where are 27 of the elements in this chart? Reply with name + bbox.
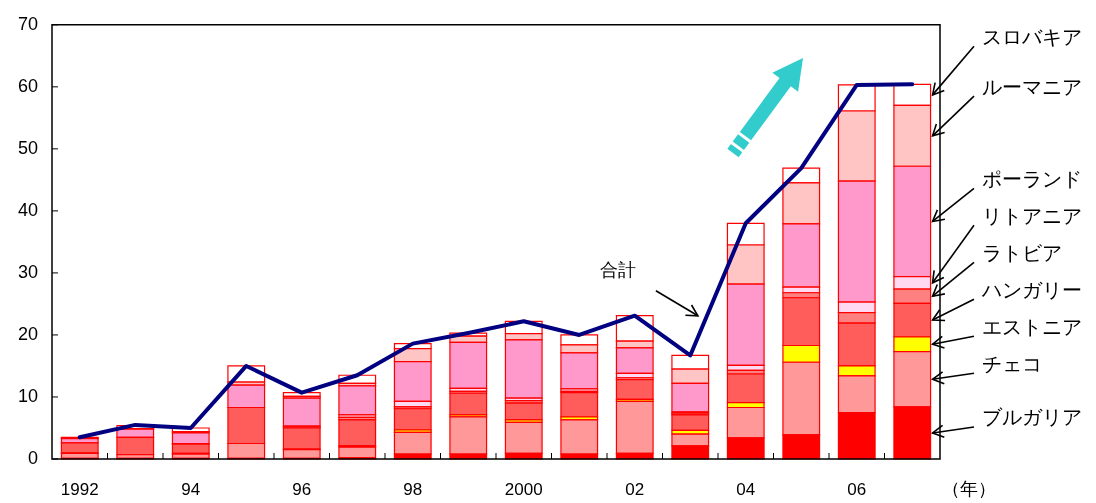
text: リトアニア bbox=[982, 204, 1082, 227]
text: エストニア bbox=[982, 315, 1082, 338]
x-tick-label: 96 bbox=[292, 479, 312, 499]
y-tick-label: 0 bbox=[27, 447, 38, 468]
x-axis-title: （年） bbox=[942, 478, 996, 499]
x-tick-label: 04 bbox=[736, 479, 756, 499]
x-tick-label: 1992 bbox=[60, 479, 99, 499]
y-tick-label: 50 bbox=[17, 137, 38, 158]
y-tick-label: 10 bbox=[17, 385, 38, 406]
series-label: 合計 bbox=[599, 259, 636, 280]
x-tick-label: 2000 bbox=[504, 479, 543, 499]
text: ポーランド bbox=[982, 167, 1082, 190]
text: ハンガリー bbox=[981, 278, 1082, 301]
text: ラトビア bbox=[982, 241, 1062, 264]
x-tick-label: 06 bbox=[847, 479, 867, 499]
text: スロバキア bbox=[982, 25, 1082, 48]
y-tick-label: 30 bbox=[17, 261, 38, 282]
y-tick-label: 60 bbox=[17, 75, 38, 96]
text: ブルガリア bbox=[982, 406, 1082, 429]
text: ルーマニア bbox=[982, 75, 1082, 98]
y-tick-label: 40 bbox=[17, 199, 38, 220]
text: チェコ bbox=[982, 352, 1042, 375]
x-tick-label: 02 bbox=[625, 479, 645, 499]
x-tick-label: 98 bbox=[403, 479, 423, 499]
y-tick-label: 70 bbox=[17, 13, 38, 34]
x-tick-label: 94 bbox=[181, 479, 201, 499]
y-tick-label: 20 bbox=[17, 323, 38, 344]
